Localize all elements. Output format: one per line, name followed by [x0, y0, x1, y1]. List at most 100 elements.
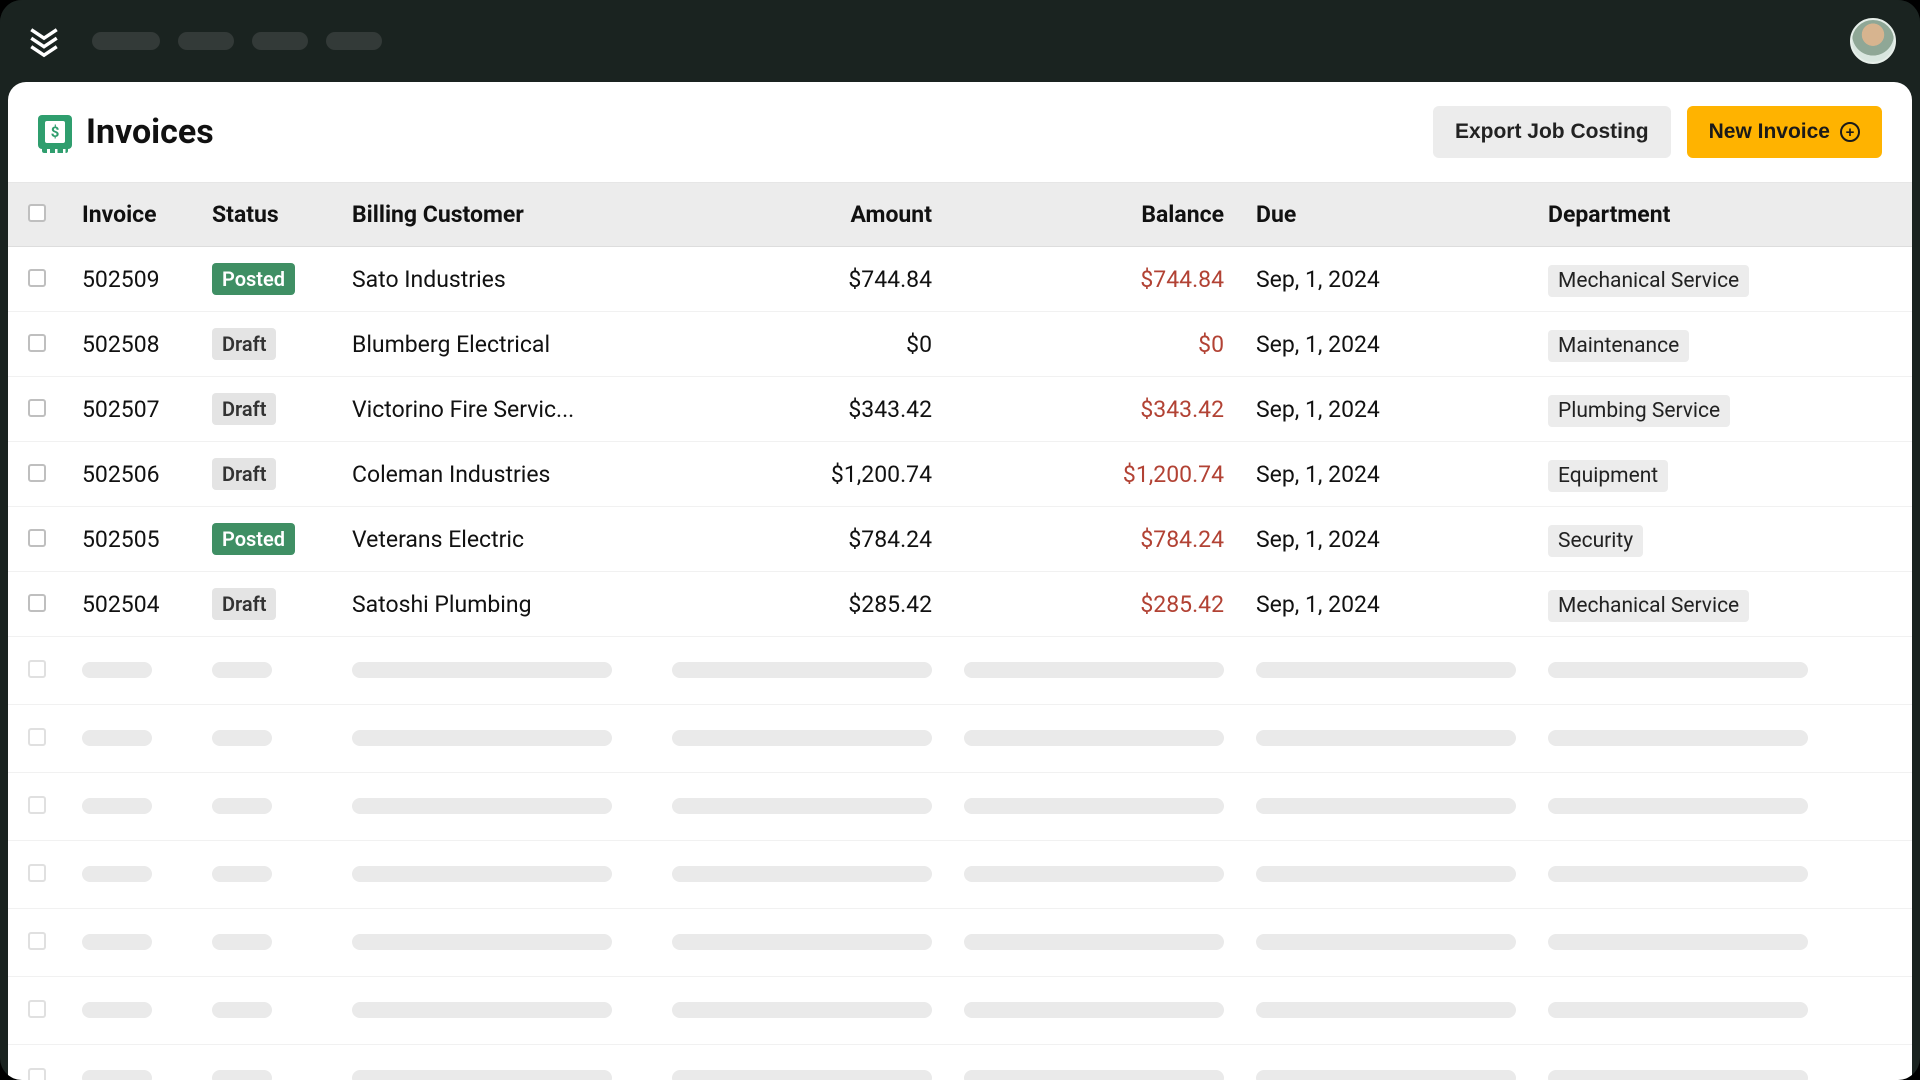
billing-customer: Victorino Fire Servic... — [336, 377, 656, 442]
export-job-costing-button[interactable]: Export Job Costing — [1433, 106, 1671, 158]
tab-placeholder[interactable] — [252, 32, 308, 50]
due-cell: Sep, 1, 2024 — [1240, 312, 1532, 377]
row-checkbox[interactable] — [28, 334, 46, 352]
column-header-amount[interactable]: Amount — [656, 183, 948, 247]
checkbox-skeleton — [28, 728, 46, 746]
titlebar — [0, 0, 1920, 82]
checkbox-skeleton — [28, 932, 46, 950]
department-tag: Security — [1548, 525, 1643, 557]
skeleton — [1256, 662, 1516, 678]
invoice-number: 502509 — [66, 247, 196, 312]
skeleton — [672, 1070, 932, 1080]
department-tag: Plumbing Service — [1548, 395, 1730, 427]
table-row-placeholder — [8, 1045, 1912, 1080]
table-row[interactable]: 502504DraftSatoshi Plumbing$285.42$285.4… — [8, 572, 1912, 637]
status-badge: Posted — [212, 523, 295, 555]
table-row-placeholder — [8, 909, 1912, 977]
amount-cell: $744.84 — [656, 247, 948, 312]
skeleton — [1548, 866, 1808, 882]
skeleton — [82, 1070, 152, 1080]
column-header-status[interactable]: Status — [196, 183, 336, 247]
due-cell: Sep, 1, 2024 — [1240, 572, 1532, 637]
table-row[interactable]: 502508DraftBlumberg Electrical$0$0Sep, 1… — [8, 312, 1912, 377]
balance-cell: $744.84 — [948, 247, 1240, 312]
app-window: $ Invoices Export Job Costing New Invoic… — [0, 0, 1920, 1080]
tab-placeholder[interactable] — [326, 32, 382, 50]
skeleton — [352, 662, 612, 678]
tab-placeholder[interactable] — [178, 32, 234, 50]
status-badge: Draft — [212, 393, 276, 425]
row-checkbox[interactable] — [28, 269, 46, 287]
billing-customer: Satoshi Plumbing — [336, 572, 656, 637]
row-checkbox[interactable] — [28, 594, 46, 612]
table-row[interactable]: 502509PostedSato Industries$744.84$744.8… — [8, 247, 1912, 312]
amount-cell: $343.42 — [656, 377, 948, 442]
table-row[interactable]: 502507DraftVictorino Fire Servic...$343.… — [8, 377, 1912, 442]
table-row-placeholder — [8, 977, 1912, 1045]
skeleton — [212, 662, 272, 678]
checkbox-skeleton — [28, 796, 46, 814]
skeleton — [964, 1002, 1224, 1018]
skeleton — [352, 1002, 612, 1018]
skeleton — [352, 798, 612, 814]
table-row-placeholder — [8, 841, 1912, 909]
skeleton — [672, 866, 932, 882]
skeleton — [212, 866, 272, 882]
balance-cell: $343.42 — [948, 377, 1240, 442]
column-header-invoice[interactable]: Invoice — [66, 183, 196, 247]
invoice-icon: $ — [38, 115, 72, 149]
new-invoice-button[interactable]: New Invoice + — [1687, 106, 1882, 158]
table-row[interactable]: 502505PostedVeterans Electric$784.24$784… — [8, 507, 1912, 572]
department-tag: Maintenance — [1548, 330, 1689, 362]
billing-customer: Sato Industries — [336, 247, 656, 312]
page-header: $ Invoices Export Job Costing New Invoic… — [8, 82, 1912, 183]
skeleton — [1256, 730, 1516, 746]
page-content: $ Invoices Export Job Costing New Invoic… — [8, 82, 1912, 1080]
skeleton — [212, 730, 272, 746]
skeleton — [352, 866, 612, 882]
column-header-customer[interactable]: Billing Customer — [336, 183, 656, 247]
skeleton — [1256, 798, 1516, 814]
amount-cell: $784.24 — [656, 507, 948, 572]
app-logo-icon[interactable] — [24, 21, 64, 61]
skeleton — [964, 730, 1224, 746]
due-cell: Sep, 1, 2024 — [1240, 507, 1532, 572]
skeleton — [1256, 1002, 1516, 1018]
skeleton — [212, 1002, 272, 1018]
column-header-department[interactable]: Department — [1532, 183, 1912, 247]
page-title: Invoices — [86, 112, 214, 152]
row-checkbox[interactable] — [28, 464, 46, 482]
skeleton — [82, 866, 152, 882]
status-badge: Draft — [212, 458, 276, 490]
invoice-number: 502504 — [66, 572, 196, 637]
table-row-placeholder — [8, 773, 1912, 841]
skeleton — [212, 1070, 272, 1080]
row-checkbox[interactable] — [28, 399, 46, 417]
due-cell: Sep, 1, 2024 — [1240, 247, 1532, 312]
invoice-number: 502505 — [66, 507, 196, 572]
skeleton — [964, 934, 1224, 950]
skeleton — [212, 934, 272, 950]
skeleton — [1256, 934, 1516, 950]
skeleton — [964, 662, 1224, 678]
skeleton — [1548, 730, 1808, 746]
user-avatar[interactable] — [1850, 18, 1896, 64]
column-header-due[interactable]: Due — [1240, 183, 1532, 247]
row-checkbox[interactable] — [28, 529, 46, 547]
invoices-table: Invoice Status Billing Customer Amount B… — [8, 183, 1912, 1080]
billing-customer: Blumberg Electrical — [336, 312, 656, 377]
skeleton — [212, 798, 272, 814]
select-all-checkbox[interactable] — [28, 204, 46, 222]
balance-cell: $285.42 — [948, 572, 1240, 637]
tab-placeholder[interactable] — [92, 32, 160, 50]
skeleton — [672, 1002, 932, 1018]
table-row[interactable]: 502506DraftColeman Industries$1,200.74$1… — [8, 442, 1912, 507]
column-header-balance[interactable]: Balance — [948, 183, 1240, 247]
skeleton — [964, 798, 1224, 814]
department-tag: Mechanical Service — [1548, 265, 1749, 297]
balance-cell: $1,200.74 — [948, 442, 1240, 507]
invoice-number: 502506 — [66, 442, 196, 507]
skeleton — [672, 934, 932, 950]
skeleton — [672, 730, 932, 746]
skeleton — [672, 662, 932, 678]
